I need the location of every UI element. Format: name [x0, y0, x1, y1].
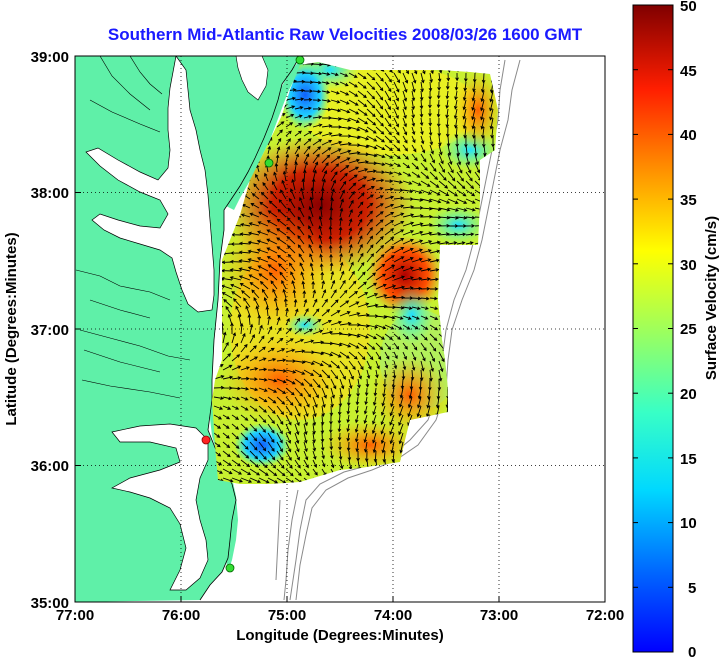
colorbar-ticks [633, 4, 673, 588]
grid [75, 56, 605, 602]
x-tick-label: 77:00 [56, 607, 94, 624]
y-tick-label: 38:00 [31, 185, 69, 202]
colorbar-tick-label: 20 [680, 386, 697, 403]
colorbar-tick-label: 5 [688, 580, 696, 597]
colorbar [632, 4, 674, 653]
x-tick-label: 75:00 [268, 607, 306, 624]
x-tick-label: 74:00 [374, 607, 412, 624]
x-tick-label: 72:00 [586, 607, 624, 624]
colorbar-tick-label: 40 [680, 127, 697, 144]
x-axis-label: Longitude (Degrees:Minutes) [236, 627, 444, 644]
stations [201, 55, 305, 573]
colorbar-tick-label: 45 [680, 63, 697, 80]
y-tick-label: 35:00 [31, 595, 69, 612]
station-north-marker [295, 55, 305, 65]
station-south-marker [225, 563, 235, 573]
station-hatteras-marker [201, 435, 211, 445]
y-axis-label: Latitude (Degrees:Minutes) [3, 232, 20, 425]
y-tick-label: 39:00 [31, 49, 69, 66]
map-title: Southern Mid-Atlantic Raw Velocities 200… [108, 25, 583, 44]
colorbar-tick-label: 50 [680, 0, 697, 15]
tick-marks [74, 55, 606, 603]
colorbar-tick-label: 25 [680, 321, 697, 338]
y-tick-label: 37:00 [31, 322, 69, 339]
colorbar-tick-label: 15 [680, 451, 697, 468]
colorbar-tick-label: 30 [680, 257, 697, 274]
colorbar-label: Surface Velocity (cm/s) [703, 216, 720, 380]
station-mid-marker [264, 158, 274, 168]
x-tick-label: 73:00 [480, 607, 518, 624]
colorbar-tick-label: 35 [680, 192, 697, 209]
x-tick-label: 76:00 [162, 607, 200, 624]
y-tick-label: 36:00 [31, 458, 69, 475]
colorbar-tick-label: 0 [688, 644, 696, 659]
colorbar-tick-label: 10 [680, 515, 697, 532]
